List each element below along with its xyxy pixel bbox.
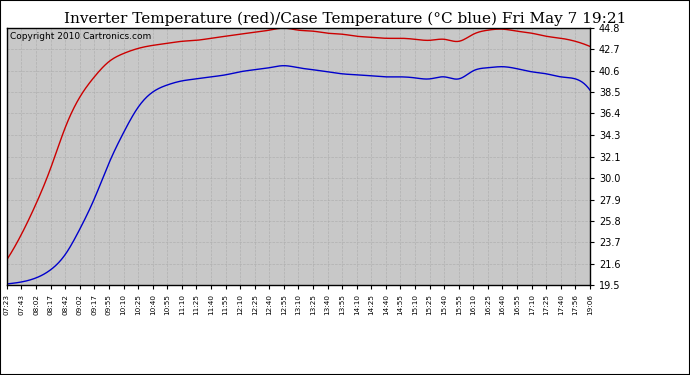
Text: Inverter Temperature (red)/Case Temperature (°C blue) Fri May 7 19:21: Inverter Temperature (red)/Case Temperat…: [63, 11, 627, 26]
Text: Copyright 2010 Cartronics.com: Copyright 2010 Cartronics.com: [10, 32, 151, 41]
